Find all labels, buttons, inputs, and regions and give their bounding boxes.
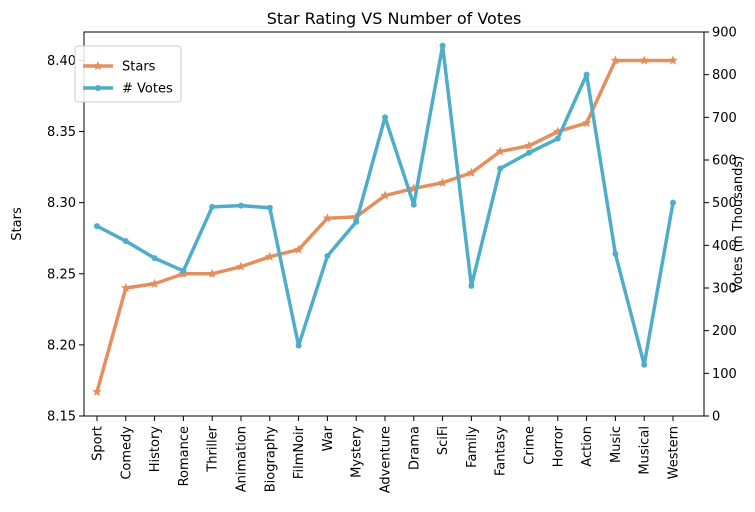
- x-tick-label: FilmNoir: [292, 425, 307, 479]
- y-tick-label: 8.30: [47, 196, 76, 211]
- y2-tick-label: 300: [712, 282, 737, 297]
- votes-point: [583, 71, 590, 78]
- stars-point: [524, 140, 534, 150]
- x-tick-label: Romance: [177, 426, 192, 486]
- x-tick-label: Drama: [407, 426, 422, 470]
- x-tick-label: Comedy: [119, 426, 134, 480]
- x-tick-label: Biography: [263, 426, 278, 493]
- stars-point: [265, 251, 275, 261]
- votes-point: [410, 201, 417, 208]
- y2-tick-label: 400: [712, 239, 737, 254]
- axes: 8.15 8.20 8.25 8.30 8.35 8.40 0 100 200 300 400 500…: [47, 26, 737, 494]
- x-tick-label: Animation: [235, 426, 250, 492]
- y2-tick-label: 700: [712, 111, 737, 126]
- votes-point: [641, 361, 648, 368]
- votes-point: [353, 218, 360, 225]
- y2-tick-label: 800: [712, 68, 737, 83]
- x-tick-label: Music: [609, 426, 624, 463]
- plot-frame: [83, 31, 705, 417]
- x-tick-label: Musical: [638, 426, 653, 475]
- y2-tick-label: 0: [712, 410, 720, 425]
- x-tick-label: Family: [465, 426, 480, 468]
- y-axis-label: Stars: [10, 207, 25, 241]
- stars-point: [668, 55, 678, 65]
- stars-point: [207, 268, 217, 278]
- votes-point: [497, 165, 504, 172]
- y2-tick-label: 200: [712, 324, 737, 339]
- votes-point: [324, 253, 331, 259]
- votes-point: [612, 250, 619, 257]
- stars-point: [121, 282, 131, 293]
- plot-area: [92, 42, 678, 396]
- legend-label: Stars: [122, 60, 156, 75]
- votes-line: [95, 43, 675, 367]
- votes-point: [238, 202, 244, 209]
- stars-point: [322, 213, 333, 223]
- votes-point: [382, 114, 388, 121]
- votes-point: [526, 149, 532, 156]
- legend-label: # Votes: [122, 82, 173, 97]
- x-tick-label: Mystery: [350, 426, 365, 478]
- y-tick-label: 8.40: [47, 54, 76, 69]
- votes-point: [266, 204, 273, 211]
- votes-point: [439, 42, 446, 49]
- y2-tick-label: 100: [712, 367, 737, 382]
- x-tick-label: Thriller: [206, 425, 221, 472]
- x-tick-label: Crime: [523, 426, 538, 465]
- x-tick-label: War: [321, 425, 336, 451]
- stars-point: [293, 244, 304, 254]
- votes-point: [554, 135, 561, 142]
- y-tick-label: 8.15: [47, 410, 76, 425]
- stars-point: [236, 261, 246, 271]
- y-tick-label: 8.20: [47, 338, 76, 353]
- votes-point: [209, 203, 216, 210]
- x-tick-label: SciFi: [436, 426, 451, 455]
- stars-point: [437, 177, 448, 187]
- legend: Stars # Votes: [74, 45, 182, 103]
- x-tick-label: History: [148, 426, 163, 473]
- stars-point: [92, 386, 102, 396]
- votes-point: [180, 267, 187, 274]
- x-tick-label: Sport: [91, 426, 106, 461]
- chart-title: Star Rating VS Number of Votes: [267, 9, 522, 28]
- stars-point: [93, 60, 103, 71]
- y2-tick-label: 600: [712, 154, 737, 169]
- stars-point: [495, 146, 505, 156]
- votes-point: [95, 85, 101, 91]
- x-tick-label: Western: [667, 426, 682, 479]
- stars-point: [639, 55, 649, 65]
- stars-point: [610, 55, 621, 65]
- votes-point: [122, 238, 129, 245]
- y2-axis-label: Votes (in Thousands): [731, 156, 746, 292]
- stars-point: [466, 167, 477, 177]
- votes-point: [94, 223, 100, 230]
- stars-point: [380, 190, 390, 200]
- x-tick-label: Adventure: [379, 426, 394, 493]
- y2-tick-label: 900: [712, 26, 737, 41]
- votes-point: [468, 282, 475, 289]
- x-tick-label: Fantasy: [494, 426, 509, 476]
- votes-point: [670, 199, 676, 206]
- stars-point: [581, 117, 592, 128]
- stars-point: [149, 278, 160, 288]
- y-tick-label: 8.35: [47, 125, 76, 140]
- votes-point: [295, 342, 302, 349]
- y-tick-label: 8.25: [47, 267, 76, 282]
- stars-line: [95, 58, 675, 394]
- x-tick-label: Action: [580, 426, 595, 467]
- votes-point: [151, 255, 158, 262]
- y2-tick-label: 500: [712, 196, 737, 211]
- x-tick-label: Horror: [551, 425, 566, 467]
